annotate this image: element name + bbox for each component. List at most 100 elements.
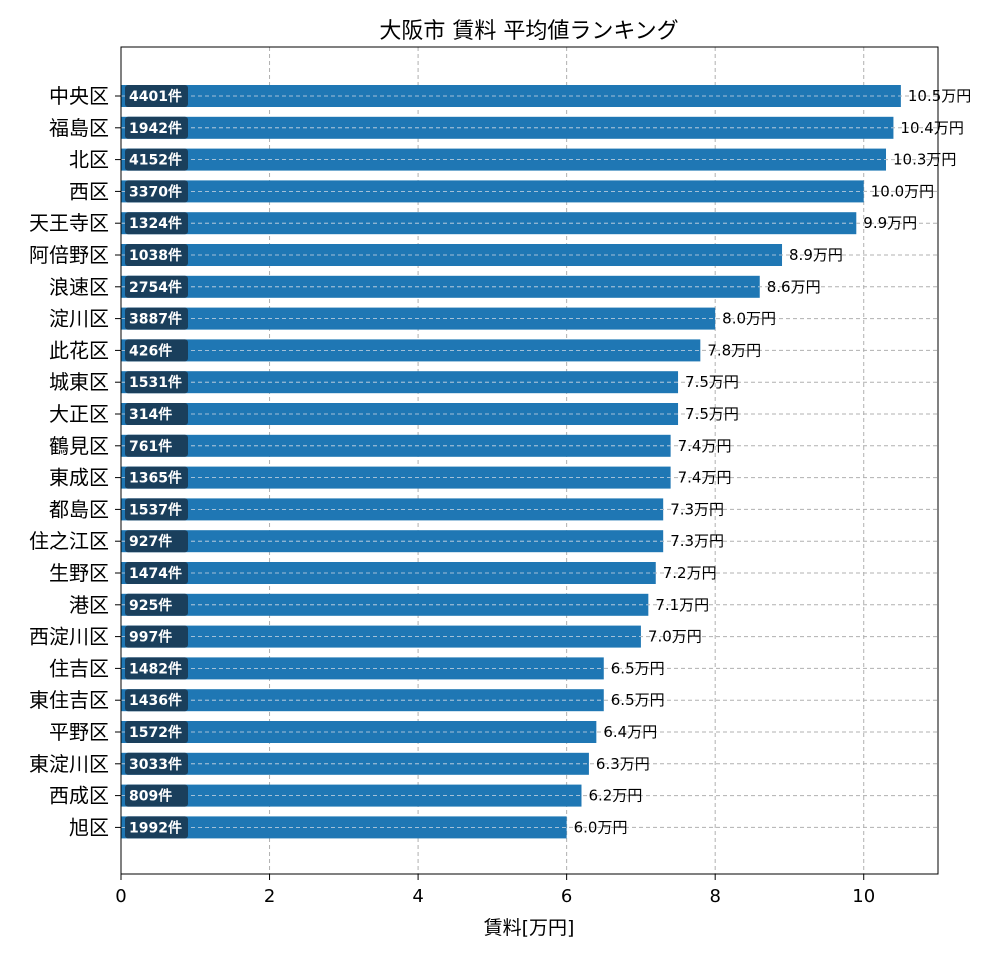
- value-label: 6.2万円: [588, 787, 642, 805]
- bar: [121, 530, 664, 553]
- count-label: 3033件: [129, 756, 182, 773]
- count-badge: [125, 721, 188, 743]
- value-label: 8.0万円: [722, 310, 776, 328]
- bar: [121, 275, 760, 298]
- y-tick-label: 平野区: [49, 720, 109, 744]
- count-badge: [125, 116, 188, 139]
- x-axis-label: 賃料[万円]: [484, 917, 575, 939]
- count-badge: [125, 562, 188, 584]
- count-badge: [125, 85, 188, 107]
- value-label: 10.5万円: [908, 87, 971, 105]
- bar: [121, 784, 582, 807]
- count-label: 1436件: [129, 692, 182, 709]
- count-badge: [125, 466, 188, 489]
- bar: [121, 498, 664, 521]
- y-tick-label: 阿倍野区: [29, 243, 109, 267]
- count-badge: [125, 689, 188, 712]
- y-tick-label: 大正区: [49, 402, 109, 426]
- count-badge: [125, 212, 188, 235]
- y-tick-label: 北区: [69, 148, 109, 172]
- bar: [121, 593, 649, 616]
- count-label: 426件: [129, 342, 172, 359]
- count-badge: [125, 784, 188, 807]
- value-label: 9.9万円: [863, 214, 917, 232]
- count-label: 761件: [129, 438, 172, 455]
- y-axis: 中央区福島区北区西区天王寺区阿倍野区浪速区淀川区此花区城東区大正区鶴見区東成区都…: [29, 84, 121, 839]
- bar: [121, 403, 679, 425]
- value-label: 7.4万円: [678, 469, 732, 487]
- count-label: 1482件: [129, 660, 182, 677]
- y-tick-label: 西区: [69, 179, 109, 203]
- count-label: 1324件: [129, 215, 182, 232]
- y-tick-label: 福島区: [49, 116, 109, 140]
- value-label: 6.5万円: [611, 691, 665, 709]
- x-tick-label: 4: [412, 886, 423, 907]
- value-label: 7.5万円: [685, 405, 739, 423]
- y-tick-label: 中央区: [49, 84, 109, 108]
- grid-layer: [120, 47, 938, 874]
- count-label: 314件: [129, 406, 172, 423]
- bar: [121, 371, 679, 394]
- count-label: 2754件: [129, 279, 182, 296]
- y-tick-label: 西成区: [49, 784, 109, 808]
- y-tick-label: 港区: [69, 593, 109, 617]
- count-label: 1365件: [129, 470, 182, 487]
- x-axis: 0 2 4 6 8 10: [115, 874, 875, 907]
- value-label: 6.3万円: [596, 755, 650, 773]
- value-label: 8.9万円: [789, 246, 843, 264]
- count-label: 3370件: [129, 183, 182, 200]
- count-label: 1572件: [129, 724, 182, 741]
- y-tick-label: 鶴見区: [49, 434, 109, 458]
- count-label: 1038件: [129, 247, 182, 264]
- count-label: 927件: [129, 533, 172, 550]
- count-badge: [125, 498, 188, 521]
- x-tick-label: 2: [264, 886, 275, 907]
- x-tick-label: 0: [115, 886, 126, 907]
- chart-title: 大阪市 賃料 平均値ランキング: [379, 19, 678, 44]
- y-tick-label: 天王寺区: [29, 211, 109, 235]
- count-badge: [125, 657, 188, 680]
- count-label: 925件: [129, 597, 172, 614]
- value-label: 7.5万円: [685, 373, 739, 391]
- x-tick-label: 8: [709, 886, 720, 907]
- x-tick-label: 10: [852, 886, 875, 907]
- value-label: 8.6万円: [767, 278, 821, 296]
- count-label: 1992件: [129, 819, 182, 836]
- value-label: 6.0万円: [574, 818, 628, 836]
- value-label: 7.3万円: [670, 532, 724, 550]
- count-badge: [125, 530, 188, 553]
- count-badge: [125, 275, 188, 298]
- y-tick-label: 住吉区: [49, 656, 109, 680]
- value-label: 10.4万円: [900, 119, 963, 137]
- value-label: 10.3万円: [893, 151, 956, 169]
- value-label: 6.4万円: [603, 723, 657, 741]
- count-badge: [125, 625, 188, 648]
- value-label: 6.5万円: [611, 659, 665, 677]
- count-badge: [125, 339, 188, 362]
- value-label: 7.1万円: [655, 596, 709, 614]
- y-tick-label: 此花区: [49, 338, 109, 362]
- value-label: 7.8万円: [707, 341, 761, 359]
- count-badge: [125, 180, 188, 203]
- bar: [121, 721, 597, 743]
- value-label: 7.3万円: [670, 500, 724, 518]
- y-tick-label: 淀川区: [49, 307, 109, 331]
- count-label: 1474件: [129, 565, 182, 582]
- count-badge: [125, 434, 188, 457]
- count-label: 1531件: [129, 374, 182, 391]
- x-tick-label: 6: [561, 886, 572, 907]
- count-label: 997件: [129, 629, 172, 646]
- count-label: 1942件: [129, 120, 182, 137]
- count-label: 3887件: [129, 311, 182, 328]
- count-badge: [125, 371, 188, 394]
- y-tick-label: 東淀川区: [29, 752, 109, 776]
- count-badge: [125, 307, 188, 330]
- plot-frame: [120, 46, 939, 875]
- y-tick-label: 東成区: [49, 466, 109, 490]
- value-label: 7.0万円: [648, 628, 702, 646]
- y-tick-label: 浪速区: [49, 275, 109, 299]
- count-badge: [125, 752, 188, 775]
- value-label: 7.2万円: [663, 564, 717, 582]
- y-tick-label: 住之江区: [29, 529, 109, 553]
